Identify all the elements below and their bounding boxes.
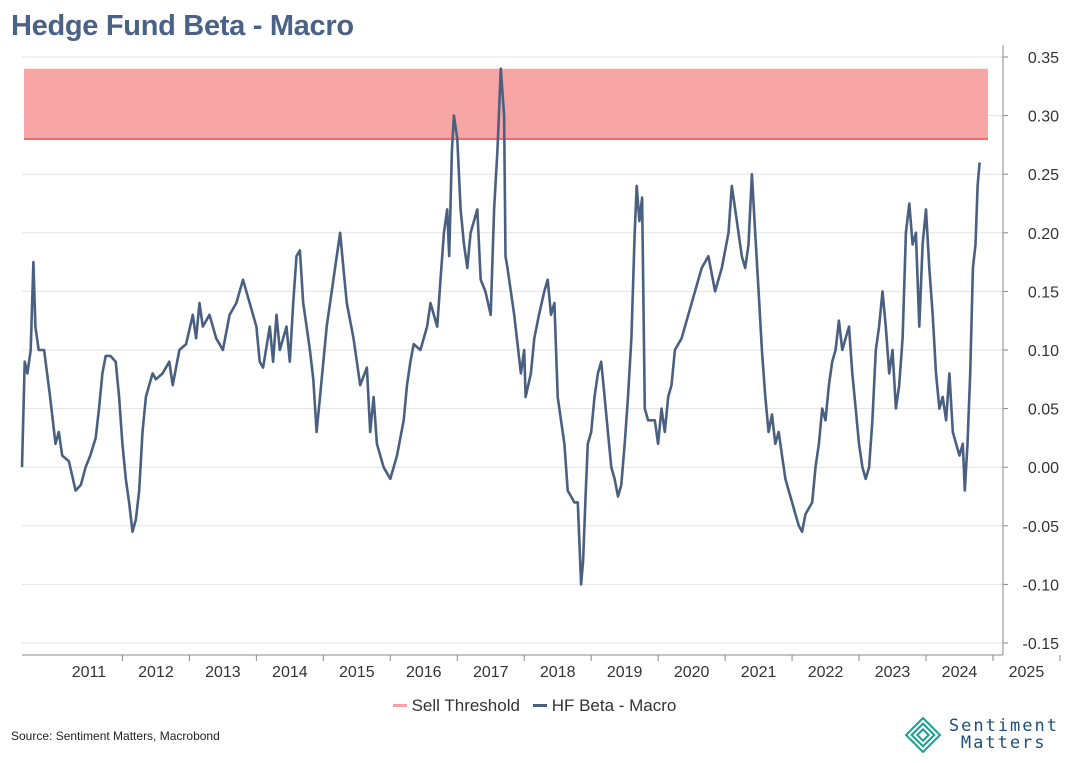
x-tick-label: 2015 [339,664,375,681]
x-tick-label: 2017 [473,664,509,681]
x-tick-label: 2023 [875,664,911,681]
x-tick-label: 2018 [540,664,576,681]
x-tick-label: 2020 [674,664,710,681]
x-tick-label: 2013 [205,664,241,681]
y-tick-label: 0.25 [1028,167,1059,184]
series-line [20,67,981,586]
legend: Sell Threshold HF Beta - Macro [0,692,1069,716]
source-note: Source: Sentiment Matters, Macrobond [11,729,220,743]
x-tick-label: 2019 [607,664,643,681]
y-tick-label: 0.05 [1028,402,1059,419]
y-tick-label: 0.35 [1028,50,1059,67]
y-tick-label: 0.00 [1028,460,1059,477]
x-tick-label: 2025 [1009,664,1045,681]
y-tick-label: 0.15 [1028,284,1059,301]
y-tick-label: -0.10 [1023,577,1060,594]
x-axis-ticks: 2011 2012 2013 2014 2015 2016 2017 2018 2019 2020… [72,655,1061,681]
y-tick-label: 0.10 [1028,343,1059,360]
x-tick-label: 2011 [72,664,107,681]
sell-threshold-area [24,68,988,140]
legend-item-sell-threshold: Sell Threshold [392,695,520,716]
sell-threshold-band [24,68,988,141]
legend-swatch-hf-beta [532,704,547,707]
x-tick-label: 2022 [808,664,844,681]
legend-item-hf-beta: HF Beta - Macro [532,695,677,716]
legend-label: Sell Threshold [411,695,520,715]
legend-swatch-sell-threshold [392,704,407,707]
x-tick-label: 2012 [138,664,174,681]
y-tick-label: -0.05 [1023,519,1060,536]
brand-name-line2: Matters [960,733,1047,753]
y-axis-ticks: 0.35 0.30 0.25 0.20 0.15 0.10 0.05 0.00 -0.05 -0.… [1003,50,1059,653]
gridlines [22,56,1003,644]
y-tick-label: -0.15 [1023,636,1060,653]
series-path-0 [20,67,981,586]
y-tick-label: 0.20 [1028,226,1059,243]
x-tick-label: 2014 [272,664,308,681]
y-tick-label: 0.30 [1028,109,1059,126]
legend-label: HF Beta - Macro [551,695,677,715]
x-tick-label: 2016 [406,664,442,681]
brand-name-line1: Sentiment [948,716,1059,736]
x-tick-label: 2021 [741,664,777,681]
chart-title: Hedge Fund Beta - Macro [11,10,354,42]
line-chart: 0.35 0.30 0.25 0.20 0.15 0.10 0.05 0.00 -0.05 -0.… [20,45,1061,681]
diamond-logo-icon [904,717,941,753]
brand-logo: Sentiment Matters [904,716,1059,753]
x-tick-label: 2024 [942,664,978,681]
